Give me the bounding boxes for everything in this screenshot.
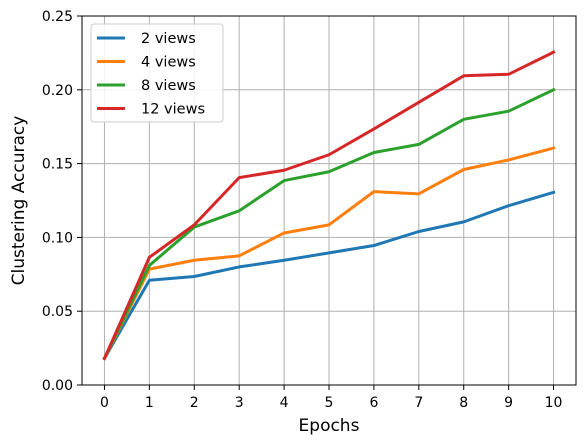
x-tick-label: 9 bbox=[504, 395, 513, 411]
y-tick-label: 0.05 bbox=[42, 304, 73, 320]
y-tick-label: 0.20 bbox=[42, 83, 73, 99]
y-tick-label: 0.15 bbox=[42, 157, 73, 173]
legend-label: 2 views bbox=[141, 31, 196, 47]
x-tick-label: 0 bbox=[100, 395, 109, 411]
axis-ticks: 0 1 2 3 4 5 6 7 8 9 10 0.00 0.05 0.10 0.15 0.20 0.25 bbox=[42, 9, 563, 411]
legend-box bbox=[90, 23, 224, 123]
x-tick-label: 10 bbox=[545, 395, 563, 411]
x-tick-label: 4 bbox=[280, 395, 289, 411]
y-tick-label: 0.10 bbox=[42, 230, 73, 246]
series-lines bbox=[102, 50, 556, 361]
y-tick-label: 0.25 bbox=[42, 9, 73, 25]
legend-label: 4 views bbox=[141, 55, 196, 71]
x-tick-label: 3 bbox=[235, 395, 244, 411]
series-line-8-views bbox=[102, 87, 556, 361]
legend-label: 8 views bbox=[141, 78, 196, 94]
x-axis-label: Epochs bbox=[299, 416, 360, 436]
legend-label: 12 views bbox=[141, 102, 205, 118]
x-tick-label: 1 bbox=[145, 395, 154, 411]
series-line-2-views bbox=[102, 190, 556, 361]
x-tick-label: 6 bbox=[369, 395, 378, 411]
series-line-12-views bbox=[102, 50, 556, 361]
x-tick-label: 8 bbox=[459, 395, 468, 411]
series-line-4-views bbox=[102, 146, 556, 361]
x-tick-label: 5 bbox=[325, 395, 334, 411]
y-axis-label: Clustering Accuracy bbox=[9, 116, 29, 286]
legend: 2 views 4 views 8 views 12 views bbox=[90, 23, 224, 123]
x-tick-label: 2 bbox=[190, 395, 199, 411]
x-tick-label: 7 bbox=[414, 395, 423, 411]
y-tick-label: 0.00 bbox=[42, 378, 73, 394]
